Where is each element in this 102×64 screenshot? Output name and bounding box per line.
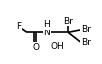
Text: O: O: [33, 43, 40, 52]
Text: OH: OH: [50, 42, 64, 51]
Text: N: N: [43, 28, 50, 37]
Text: F: F: [16, 22, 21, 31]
Text: Br: Br: [63, 17, 73, 26]
Text: H: H: [43, 20, 50, 29]
Text: Br: Br: [81, 25, 91, 34]
Text: Br: Br: [81, 38, 91, 47]
